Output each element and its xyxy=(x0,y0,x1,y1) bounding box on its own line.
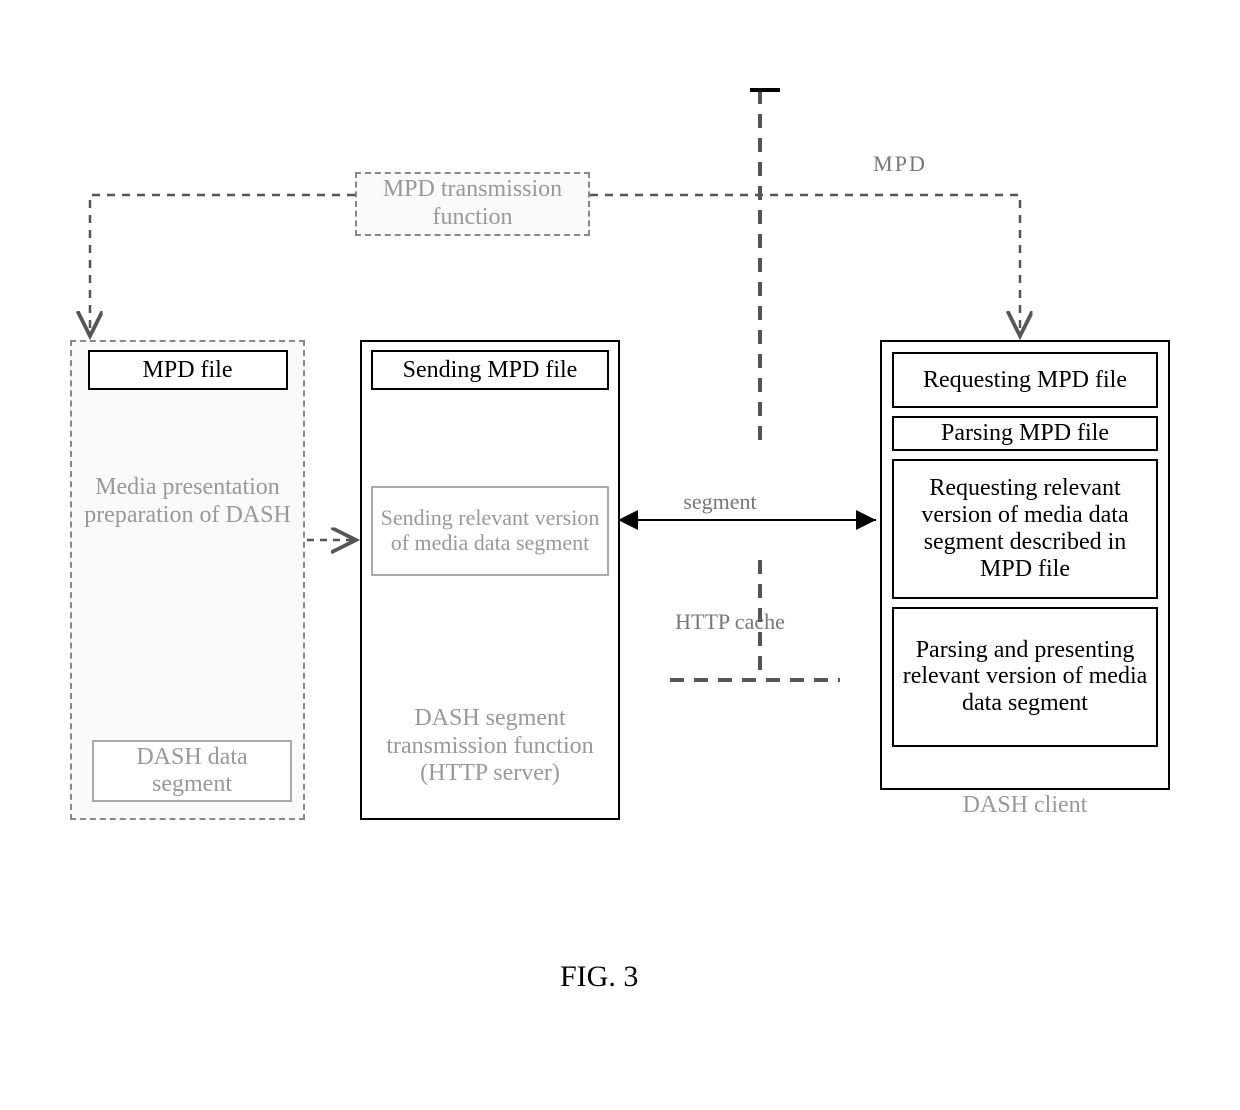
arrow-mpd-right xyxy=(590,195,1020,336)
segment-edge-label: segment xyxy=(660,490,780,514)
sending-mpd-label: Sending MPD file xyxy=(403,357,578,384)
http-cache-label: HTTP cache xyxy=(670,610,790,634)
arrow-mpd-left xyxy=(90,195,355,336)
parsing-mpd-box: Parsing MPD file xyxy=(892,416,1158,451)
right-column-dash-client: Requesting MPD file Parsing MPD file Req… xyxy=(880,340,1170,790)
requesting-segment-label: Requesting relevant version of media dat… xyxy=(898,475,1152,583)
mpd-edge-label: MPD xyxy=(850,152,950,176)
parsing-mpd-label: Parsing MPD file xyxy=(941,420,1109,447)
sending-mpd-file-box: Sending MPD file xyxy=(371,350,609,390)
requesting-mpd-box: Requesting MPD file xyxy=(892,352,1158,408)
mid-column-title: DASH segment transmission function (HTTP… xyxy=(372,705,608,788)
dash-data-segment-label: DASH data segment xyxy=(98,744,286,798)
left-column-title: Media presentation preparation of DASH xyxy=(72,474,303,529)
mid-column-http-server: Sending MPD file Sending relevant versio… xyxy=(360,340,620,820)
dash-client-caption: DASH client xyxy=(880,792,1170,819)
left-column-media-preparation: MPD file Media presentation preparation … xyxy=(70,340,305,820)
mpd-file-box: MPD file xyxy=(88,350,288,390)
mpd-file-label: MPD file xyxy=(143,357,233,384)
sending-segment-label: Sending relevant version of media data s… xyxy=(377,506,603,555)
requesting-mpd-label: Requesting MPD file xyxy=(923,367,1127,394)
diagram-canvas: MPD transmission function MPD file Media… xyxy=(60,60,1180,960)
parsing-segment-box: Parsing and presenting relevant version … xyxy=(892,607,1158,747)
figure-label: FIG. 3 xyxy=(560,960,638,994)
parsing-segment-label: Parsing and presenting relevant version … xyxy=(898,637,1152,718)
mpd-trans-fn-label: MPD transmission function xyxy=(357,176,588,231)
dash-data-segment-box: DASH data segment xyxy=(92,740,292,802)
mpd-transmission-function-box: MPD transmission function xyxy=(355,172,590,236)
sending-segment-box: Sending relevant version of media data s… xyxy=(371,486,609,576)
requesting-segment-box: Requesting relevant version of media dat… xyxy=(892,459,1158,599)
